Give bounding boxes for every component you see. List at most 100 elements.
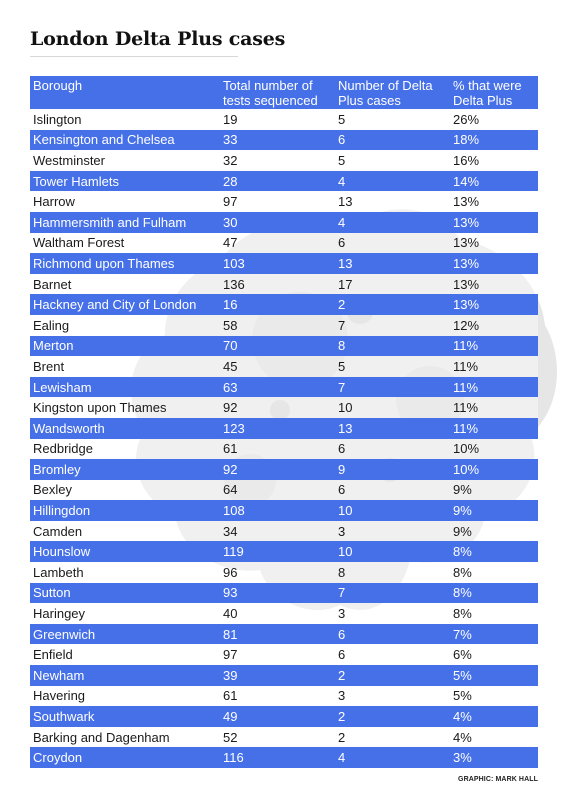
- percent-cell: 11%: [450, 397, 538, 418]
- borough-cell: Bromley: [30, 459, 220, 480]
- table-row: Croydon 116 4 3%: [30, 747, 538, 768]
- tests-cell: 61: [220, 685, 335, 707]
- borough-cell: Westminster: [30, 150, 220, 171]
- percent-cell: 11%: [450, 356, 538, 377]
- borough-cell: Haringey: [30, 603, 220, 624]
- tests-cell: 92: [220, 397, 335, 418]
- cases-cell: 2: [335, 706, 450, 727]
- cases-cell: 8: [335, 335, 450, 357]
- cases-cell: 6: [335, 644, 450, 666]
- tests-cell: 32: [220, 150, 335, 171]
- borough-cell: Wandsworth: [30, 417, 220, 439]
- tests-cell: 97: [220, 191, 335, 212]
- table-row: Wandsworth 123 13 11%: [30, 417, 538, 439]
- percent-cell: 8%: [450, 541, 538, 563]
- tests-cell: 97: [220, 644, 335, 666]
- column-header-tests: Total number of tests sequenced: [220, 76, 335, 109]
- borough-cell: Hounslow: [30, 541, 220, 563]
- table-row: Camden 34 3 9%: [30, 520, 538, 542]
- borough-cell: Richmond upon Thames: [30, 253, 220, 274]
- percent-cell: 8%: [450, 603, 538, 624]
- borough-cell: Redbridge: [30, 438, 220, 460]
- borough-cell: Islington: [30, 109, 220, 130]
- cases-cell: 3: [335, 520, 450, 542]
- table-row: Hillingdon 108 10 9%: [30, 500, 538, 521]
- percent-cell: 7%: [450, 623, 538, 645]
- borough-cell: Harrow: [30, 191, 220, 212]
- cases-cell: 7: [335, 376, 450, 398]
- cases-cell: 13: [335, 191, 450, 212]
- percent-cell: 26%: [450, 109, 538, 130]
- percent-cell: 10%: [450, 438, 538, 460]
- tests-cell: 70: [220, 335, 335, 357]
- tests-cell: 123: [220, 417, 335, 439]
- tests-cell: 30: [220, 211, 335, 233]
- table-row: Hounslow 119 10 8%: [30, 541, 538, 563]
- table-row: Havering 61 3 5%: [30, 685, 538, 707]
- tests-cell: 119: [220, 541, 335, 563]
- table-row: Kingston upon Thames 92 10 11%: [30, 397, 538, 418]
- table-row: Ealing 58 7 12%: [30, 314, 538, 336]
- table-row: Tower Hamlets 28 4 14%: [30, 170, 538, 192]
- tests-cell: 64: [220, 479, 335, 501]
- borough-cell: Merton: [30, 335, 220, 357]
- percent-cell: 8%: [450, 582, 538, 604]
- percent-cell: 8%: [450, 562, 538, 583]
- tests-cell: 45: [220, 356, 335, 377]
- cases-cell: 6: [335, 232, 450, 254]
- borough-cell: Brent: [30, 356, 220, 377]
- borough-cell: Ealing: [30, 314, 220, 336]
- borough-cell: Barking and Dagenham: [30, 726, 220, 748]
- tests-cell: 136: [220, 273, 335, 295]
- cases-cell: 5: [335, 150, 450, 171]
- table-row: Islington 19 5 26%: [30, 109, 538, 130]
- percent-cell: 14%: [450, 170, 538, 192]
- tests-cell: 103: [220, 253, 335, 274]
- tests-cell: 58: [220, 314, 335, 336]
- table-row: Barnet 136 17 13%: [30, 273, 538, 295]
- cases-cell: 10: [335, 500, 450, 521]
- table-row: Lambeth 96 8 8%: [30, 562, 538, 583]
- percent-cell: 13%: [450, 253, 538, 274]
- percent-cell: 9%: [450, 479, 538, 501]
- tests-cell: 16: [220, 294, 335, 315]
- cases-cell: 8: [335, 562, 450, 583]
- table-row: Southwark 49 2 4%: [30, 706, 538, 727]
- table-row: Sutton 93 7 8%: [30, 582, 538, 604]
- percent-cell: 4%: [450, 706, 538, 727]
- column-header-percent: % that were Delta Plus: [450, 76, 538, 109]
- cases-cell: 10: [335, 541, 450, 563]
- tests-cell: 93: [220, 582, 335, 604]
- percent-cell: 6%: [450, 644, 538, 666]
- tests-cell: 116: [220, 747, 335, 768]
- column-header-borough: Borough: [30, 76, 220, 109]
- borough-cell: Barnet: [30, 273, 220, 295]
- borough-cell: Greenwich: [30, 623, 220, 645]
- percent-cell: 13%: [450, 232, 538, 254]
- table-row: Lewisham 63 7 11%: [30, 376, 538, 398]
- table-row: Bromley 92 9 10%: [30, 459, 538, 480]
- tests-cell: 47: [220, 232, 335, 254]
- tests-cell: 52: [220, 726, 335, 748]
- cases-cell: 3: [335, 685, 450, 707]
- tests-cell: 81: [220, 623, 335, 645]
- table-row: Bexley 64 6 9%: [30, 479, 538, 501]
- borough-cell: Bexley: [30, 479, 220, 501]
- tests-cell: 92: [220, 459, 335, 480]
- cases-cell: 6: [335, 438, 450, 460]
- title-divider: [30, 56, 238, 57]
- tests-cell: 19: [220, 109, 335, 130]
- table-row: Waltham Forest 47 6 13%: [30, 232, 538, 254]
- table-row: Enfield 97 6 6%: [30, 644, 538, 666]
- percent-cell: 10%: [450, 459, 538, 480]
- cases-cell: 13: [335, 253, 450, 274]
- tests-cell: 40: [220, 603, 335, 624]
- percent-cell: 9%: [450, 500, 538, 521]
- table-row: Greenwich 81 6 7%: [30, 623, 538, 645]
- virus-blob-5: [270, 400, 290, 420]
- percent-cell: 18%: [450, 129, 538, 151]
- percent-cell: 11%: [450, 376, 538, 398]
- cases-cell: 3: [335, 603, 450, 624]
- percent-cell: 11%: [450, 335, 538, 357]
- table-body: Islington 19 5 26% Kensington and Chelsea 33 6…: [30, 109, 538, 768]
